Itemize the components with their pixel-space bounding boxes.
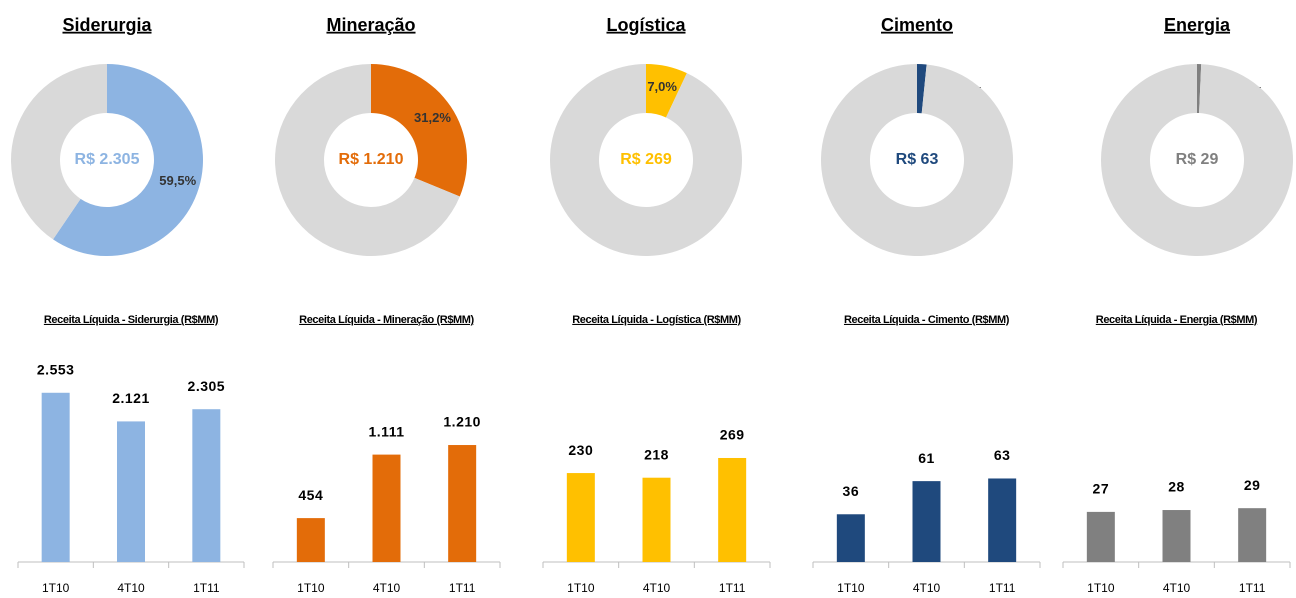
x-tick-label: 1T10	[1087, 581, 1115, 595]
bar	[988, 478, 1017, 562]
value-label: 1.210	[443, 414, 481, 430]
bar	[296, 518, 325, 562]
value-label: 28	[1168, 479, 1185, 495]
donut-title: Energia	[1164, 15, 1231, 35]
center-label: R$ 269	[620, 151, 672, 168]
bar	[912, 481, 941, 562]
donut-title: Logística	[606, 15, 686, 35]
bar-title: Receita Líquida - Cimento (R$MM)	[844, 314, 1010, 326]
center-label: R$ 1.210	[339, 151, 404, 168]
donut-slice	[371, 64, 467, 197]
donut-title: Mineração	[326, 15, 415, 35]
x-tick-label: 1T11	[989, 581, 1016, 595]
x-tick-label: 4T10	[117, 581, 145, 595]
bar	[642, 477, 671, 562]
x-tick-label: 4T10	[913, 581, 941, 595]
bar	[718, 457, 747, 562]
bar	[1238, 508, 1267, 562]
donut-slice	[274, 64, 460, 257]
donut-slice	[1101, 64, 1293, 256]
donut-slice	[646, 64, 687, 118]
bar-title: Receita Líquida - Siderurgia (R$MM)	[44, 314, 219, 326]
donut-slice	[917, 64, 927, 114]
x-tick-label: 4T10	[643, 581, 671, 595]
donut-title: Cimento	[881, 15, 953, 35]
donut-slice	[820, 64, 1013, 257]
bar	[1162, 510, 1191, 562]
slice-label: 7,0%	[647, 79, 677, 94]
bar	[41, 392, 70, 562]
value-label: 2.121	[112, 390, 150, 406]
bar	[372, 454, 401, 562]
x-tick-label: 1T11	[449, 581, 476, 595]
value-label: 27	[1093, 481, 1110, 497]
bar	[566, 473, 595, 562]
value-label: 454	[298, 487, 323, 503]
donut-slice	[53, 64, 204, 256]
bar-title: Receita Líquida - Energia (R$MM)	[1096, 314, 1258, 326]
donut-title: Siderurgia	[62, 15, 152, 35]
x-tick-label: 1T10	[42, 581, 70, 595]
x-tick-label: 1T11	[193, 581, 220, 595]
value-label: 36	[843, 483, 860, 499]
x-tick-label: 4T10	[1163, 581, 1191, 595]
x-tick-label: 1T10	[837, 581, 865, 595]
bar	[192, 409, 221, 562]
x-tick-label: 1T11	[1239, 581, 1266, 595]
value-label: 269	[720, 427, 745, 443]
bar	[117, 421, 145, 562]
center-label: R$ 2.305	[75, 151, 140, 168]
donut-slice	[11, 64, 107, 240]
x-tick-label: 1T11	[719, 581, 746, 595]
x-tick-label: 1T10	[297, 581, 325, 595]
value-label: 61	[918, 450, 935, 466]
value-label: 2.553	[37, 361, 75, 377]
bar-title: Receita Líquida - Logística (R$MM)	[572, 314, 741, 326]
value-label: 63	[994, 447, 1011, 463]
donut-slice	[550, 64, 742, 257]
value-label: 2.305	[188, 378, 226, 394]
donut-slice	[1197, 64, 1202, 114]
value-label: 218	[644, 446, 669, 462]
bar	[448, 445, 477, 562]
x-tick-label: 1T10	[567, 581, 595, 595]
value-label: 1.111	[369, 423, 405, 439]
slice-label: 59,5%	[159, 173, 196, 188]
x-tick-label: 4T10	[373, 581, 401, 595]
bar	[836, 514, 865, 562]
slice-label: 31,2%	[414, 110, 451, 125]
value-label: 29	[1244, 477, 1261, 493]
center-label: R$ 29	[1176, 151, 1219, 168]
bar-title: Receita Líquida - Mineração (R$MM)	[299, 314, 474, 326]
center-label: R$ 63	[896, 151, 939, 168]
value-label: 230	[568, 442, 593, 458]
bar	[1086, 511, 1115, 562]
